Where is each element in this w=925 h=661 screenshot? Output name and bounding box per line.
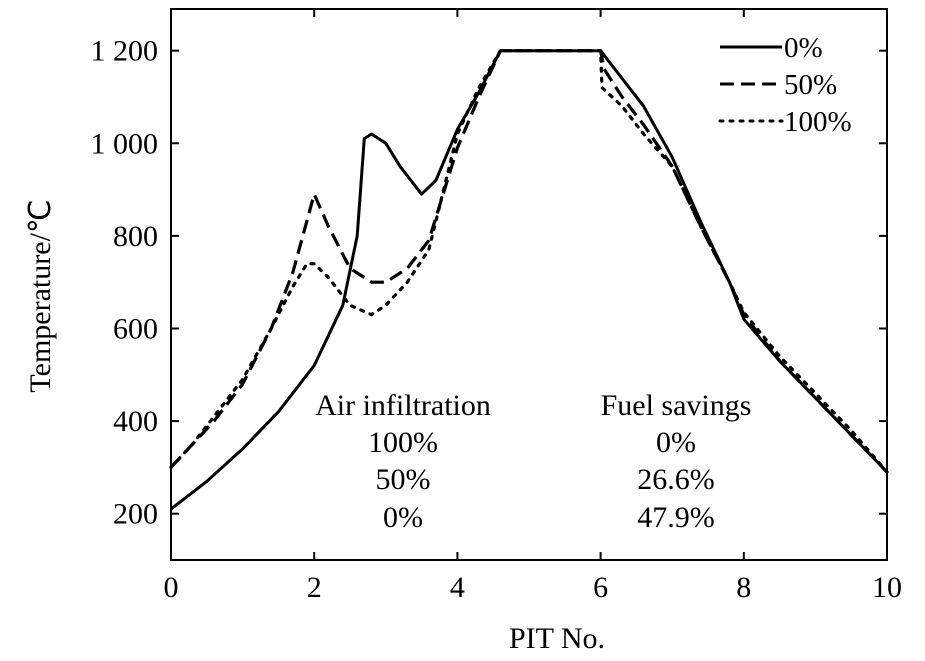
y-tick-label: 200 xyxy=(113,498,158,531)
annotation-air-value-2: 50% xyxy=(376,463,431,496)
legend-label: 50% xyxy=(784,69,837,101)
y-tick-label: 600 xyxy=(113,312,158,345)
y-axis-label: Temperature/℃ xyxy=(24,199,57,392)
legend-label: 0% xyxy=(784,32,823,64)
x-tick-label: 10 xyxy=(872,571,902,604)
annotation-air-value-1: 100% xyxy=(368,426,438,459)
annotation-fuel-value-2: 26.6% xyxy=(637,463,715,496)
y-tick-label: 1 200 xyxy=(91,35,159,68)
annotation-fuel-title: Fuel savings xyxy=(601,389,752,422)
plot-frame xyxy=(170,8,888,561)
x-tick-label: 0 xyxy=(164,571,179,604)
x-tick-label: 2 xyxy=(307,571,322,604)
y-tick-label: 1 000 xyxy=(91,127,159,160)
legend: 0% 50% 100% xyxy=(718,32,852,138)
y-tick-label: 400 xyxy=(113,405,158,438)
annotation-fuel-value-1: 0% xyxy=(656,426,696,459)
annotation-air-value-3: 0% xyxy=(383,501,423,534)
annotation-fuel-savings: Fuel savings 0% 26.6% 47.9% xyxy=(601,389,752,534)
legend-label: 100% xyxy=(784,106,852,138)
annotation-fuel-value-3: 47.9% xyxy=(637,501,715,534)
series-group xyxy=(169,49,889,511)
x-tick-label: 4 xyxy=(450,571,465,604)
x-axis-label: PIT No. xyxy=(509,622,605,655)
annotation-air-title: Air infiltration xyxy=(315,389,491,422)
series-line-50pct xyxy=(169,49,889,474)
x-tick-label: 6 xyxy=(593,571,608,604)
y-tick-label: 800 xyxy=(113,220,158,253)
x-tick-label: 8 xyxy=(736,571,751,604)
series-line-0pct xyxy=(170,49,889,511)
series-line-100pct xyxy=(169,49,889,474)
tick-group: 0 2 4 6 8 10 200 400 600 800 1 000 1 200 xyxy=(91,9,902,604)
annotation-air-infiltration: Air infiltration 100% 50% 0% xyxy=(315,389,491,534)
